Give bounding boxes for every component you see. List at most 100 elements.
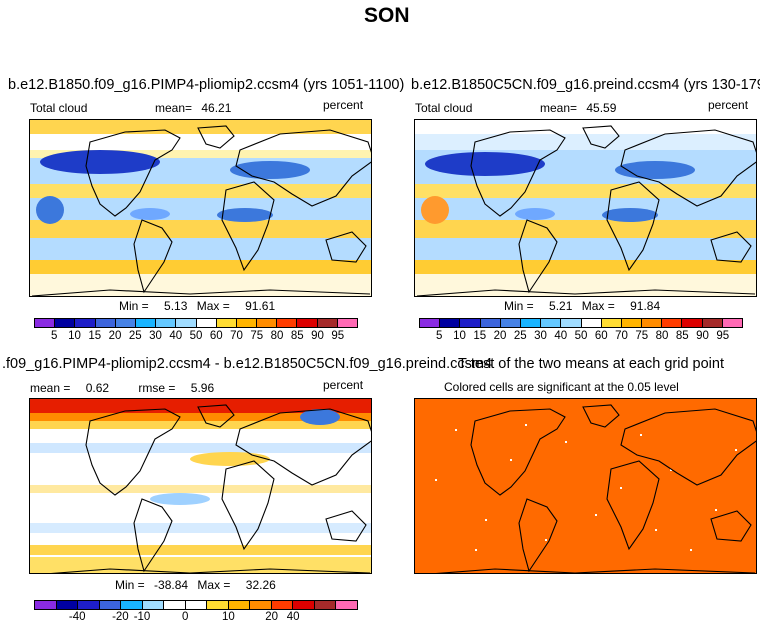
bottom-left-colorbar-tick-label: 0 xyxy=(181,611,189,623)
top-left-colorbar-swatch xyxy=(156,319,177,327)
top-left-colorbar-swatch xyxy=(337,319,357,327)
top-right-colorbar-swatch xyxy=(581,319,602,327)
bottom-left-colorbar-swatch xyxy=(99,601,122,609)
bottom-left-min-max: Min = -38.84 Max = 32.26 xyxy=(115,578,276,592)
bottom-right-map-plot xyxy=(415,399,756,573)
bottom-left-colorbar-swatch xyxy=(185,601,208,609)
top-left-min-max: Min = 5.13 Max = 91.61 xyxy=(119,299,275,313)
top-left-colorbar-swatch xyxy=(115,319,136,327)
top-right-map-plot xyxy=(415,120,756,296)
page-title: SON xyxy=(364,4,410,27)
top-left-colorbar-swatch xyxy=(317,319,338,327)
bottom-left-colorbar-swatch xyxy=(271,601,294,609)
bottom-left-colorbar-tick-label: -40 xyxy=(68,611,86,623)
top-right-min-value: 5.21 xyxy=(549,299,573,313)
top-right-colorbar-tick-label: 70 xyxy=(615,330,628,342)
top-left-colorbar-tick-label: 70 xyxy=(230,330,243,342)
top-left-mean: mean= 46.21 xyxy=(155,101,231,115)
bottom-left-max-label: Max = xyxy=(197,578,231,592)
top-right-units: percent xyxy=(708,98,749,112)
top-left-max-value: 91.61 xyxy=(245,299,276,313)
top-left-map-plot xyxy=(30,120,371,296)
top-left-colorbar-tick-label: 75 xyxy=(250,330,264,342)
top-right-colorbar-swatch xyxy=(460,319,481,327)
top-left-colorbar-tick-label: 5 xyxy=(51,330,58,342)
bottom-left-mean: mean = 0.62 rmse = 5.96 xyxy=(30,381,214,395)
top-right-min-max: Min = 5.21 Max = 91.84 xyxy=(504,299,660,313)
bottom-left-colorbar-tick-label: 10 xyxy=(221,611,235,623)
top-right-map xyxy=(414,119,757,297)
top-right-colorbar-tick-label: 95 xyxy=(716,330,730,342)
top-left-colorbar-tick-label: 85 xyxy=(290,330,304,342)
top-left-colorbar-tick-label: 90 xyxy=(311,330,324,342)
bottom-left-colorbar-tick-label: 20 xyxy=(265,611,278,623)
top-left-colorbar-tick-label: 60 xyxy=(209,330,223,342)
top-right-colorbar-tick-label: 80 xyxy=(655,330,669,342)
top-left-colorbar-swatch xyxy=(236,319,258,327)
top-right-colorbar-tick-label: 50 xyxy=(574,330,588,342)
top-right-colorbar-swatch xyxy=(642,319,663,327)
bottom-left-colorbar-swatch xyxy=(336,601,357,609)
top-right-colorbar-tick-label: 20 xyxy=(493,330,507,342)
top-left-colorbar-tick-label: 95 xyxy=(331,330,345,342)
bottom-left-colorbar-swatch xyxy=(35,601,57,609)
top-left-colorbar-swatch xyxy=(277,319,298,327)
top-left-mean-value: 46.21 xyxy=(201,101,232,115)
top-right-colorbar-tick-label: 60 xyxy=(594,330,608,342)
top-left-colorbar-swatch xyxy=(35,319,56,327)
top-left-map xyxy=(29,119,372,297)
top-left-colorbar-tick-label: 40 xyxy=(169,330,183,342)
top-right-colorbar xyxy=(419,318,743,328)
top-left-colorbar-tick-label: 15 xyxy=(88,330,102,342)
top-right-colorbar-swatch xyxy=(722,319,742,327)
bottom-left-colorbar-swatch xyxy=(56,601,79,609)
bottom-left-colorbar xyxy=(34,600,358,610)
top-left-variable: Total cloud xyxy=(30,101,88,115)
significance-fill xyxy=(415,399,756,573)
bottom-left-map-plot xyxy=(30,399,371,573)
top-right-max-value: 91.84 xyxy=(630,299,661,313)
top-right-colorbar-tick-label: 15 xyxy=(473,330,487,342)
top-left-max-label: Max = xyxy=(196,299,230,313)
top-right-colorbar-swatch xyxy=(420,319,441,327)
top-left-colorbar-swatch xyxy=(55,319,76,327)
bottom-left-rmse-value: 5.96 xyxy=(190,381,215,395)
bottom-right-map xyxy=(414,398,757,574)
top-left-colorbar-swatch xyxy=(196,319,217,327)
top-left-colorbar-tick-label: 10 xyxy=(68,330,81,342)
bottom-left-colorbar-tick-label: -20 xyxy=(112,611,129,623)
top-left-min-value: 5.13 xyxy=(164,299,188,313)
top-left-colorbar xyxy=(34,318,358,328)
top-right-colorbar-swatch xyxy=(520,319,542,327)
top-left-colorbar-swatch xyxy=(216,319,237,327)
top-left-colorbar-tick-label: 50 xyxy=(189,330,203,342)
top-left-mean-label: mean= xyxy=(155,101,193,115)
bottom-left-colorbar-tick-label: -10 xyxy=(133,611,151,623)
top-left-colorbar-swatch xyxy=(297,319,318,327)
top-right-min-label: Min = xyxy=(504,299,534,313)
top-right-colorbar-swatch xyxy=(601,319,622,327)
top-right-panel-title: b.e12.B1850C5CN.f09_g16.preind.ccsm4 (yr… xyxy=(411,77,760,93)
bottom-right-subtitle: Colored cells are significant at the 0.0… xyxy=(444,380,679,394)
bottom-left-colorbar-swatch xyxy=(164,601,186,609)
top-left-min-label: Min = xyxy=(119,299,149,313)
top-right-colorbar-tick-label: 5 xyxy=(436,330,443,342)
top-left-colorbar-tick-label: 25 xyxy=(128,330,142,342)
top-right-colorbar-tick-label: 30 xyxy=(534,330,547,342)
bottom-left-map xyxy=(29,398,372,574)
top-right-colorbar-swatch xyxy=(541,319,562,327)
top-right-colorbar-swatch xyxy=(621,319,643,327)
bottom-left-mean-value: 0.62 xyxy=(85,381,110,395)
top-right-colorbar-swatch xyxy=(440,319,461,327)
top-right-mean-value: 45.59 xyxy=(586,101,617,115)
bottom-left-colorbar-swatch xyxy=(78,601,100,609)
bottom-left-units: percent xyxy=(323,378,364,392)
bottom-left-rmse-label: rmse = xyxy=(138,381,176,395)
top-right-colorbar-swatch xyxy=(500,319,521,327)
bottom-left-max-value: 32.26 xyxy=(245,578,276,592)
top-left-colorbar-swatch xyxy=(176,319,197,327)
top-right-colorbar-swatch xyxy=(702,319,723,327)
top-right-colorbar-swatch xyxy=(662,319,683,327)
top-left-colorbar-swatch xyxy=(75,319,96,327)
bottom-left-colorbar-swatch xyxy=(314,601,337,609)
